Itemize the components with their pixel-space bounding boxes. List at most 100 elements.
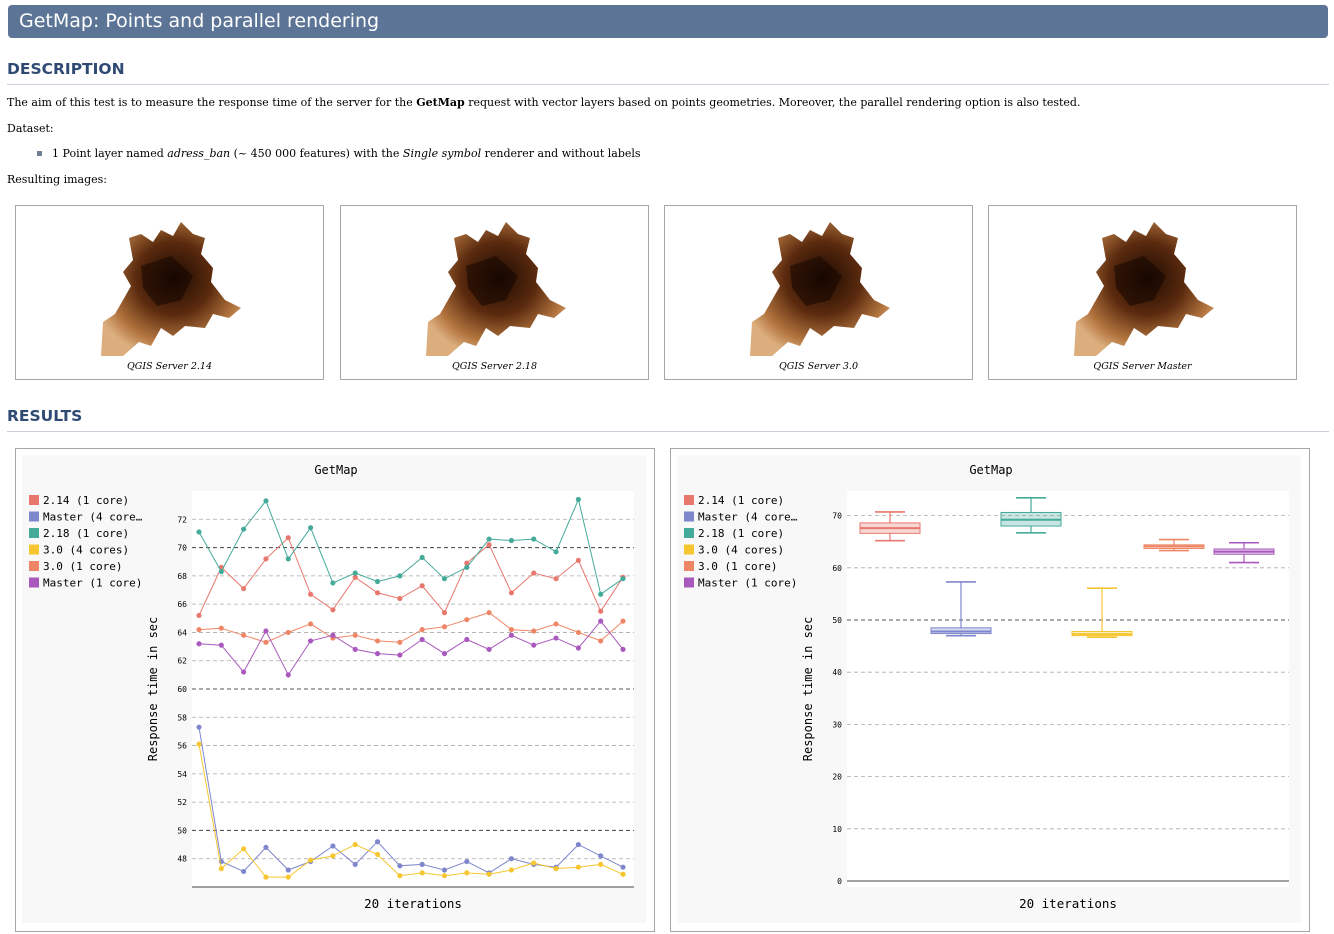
renderer-name: Single symbol [402,147,482,160]
data-point [598,591,604,597]
map-render-image [426,222,566,356]
results-divider [7,431,1329,432]
data-point [419,627,425,633]
page-title-bar: GetMap: Points and parallel rendering [8,5,1328,38]
data-point [352,841,358,848]
data-point [575,496,581,503]
data-point [598,861,604,867]
series-line [198,727,624,874]
data-point [263,639,269,645]
data-point [241,526,247,532]
data-point [620,864,626,870]
data-point [486,542,492,548]
legend-item: Master (4 core… [43,511,143,524]
getmap-keyword: GetMap [416,96,465,109]
result-image-card[interactable]: QGIS Server 2.18 [340,205,649,380]
legend-item: Master (1 core) [43,577,142,590]
data-point [464,870,470,876]
data-point [196,612,202,619]
y-tick-label: 54 [177,770,187,779]
dataset-item-mid: (~ 450 000 features) with the [230,147,403,160]
data-point [241,632,247,638]
data-point [285,629,291,636]
data-point [397,595,403,602]
data-point [575,864,581,870]
box-chart: GetMap 20 iterations Response time in sec 2… [677,455,1301,923]
data-point [553,549,559,555]
y-axis-label: Response time in sec [801,617,815,762]
description-heading: DESCRIPTION [7,60,125,78]
y-tick-label: 10 [832,825,842,834]
y-tick-label: 70 [832,512,842,521]
data-point [598,618,604,624]
bullet-icon [37,151,42,156]
y-tick-label: 60 [832,564,842,573]
data-point [508,632,515,638]
data-point [285,874,291,880]
y-tick-label: 50 [177,826,187,835]
description-text-end: request with vector layers based on poin… [464,96,1081,109]
x-axis-label: 20 iterations [1019,896,1117,911]
legend-swatch [684,528,694,538]
legend-item: Master (4 core… [698,511,798,524]
result-image-card[interactable]: QGIS Server 2.14 [15,205,324,380]
result-image-card[interactable]: QGIS Server Master [988,205,1297,380]
data-point [598,853,604,859]
y-tick-label: 30 [832,720,842,729]
data-point [307,638,314,644]
dataset-label: Dataset: [7,122,54,135]
plot-area [847,491,1289,887]
data-point [486,871,492,877]
y-axis-label: Response time in sec [146,617,160,762]
data-point [241,868,247,875]
result-image-card[interactable]: QGIS Server 3.0 [664,205,973,380]
data-point [441,624,448,630]
data-point [352,574,358,580]
data-point [553,635,559,641]
data-point [553,576,559,582]
data-point [553,621,559,627]
data-point [508,590,515,596]
data-point [553,866,559,872]
data-point [374,839,381,845]
data-point [397,863,403,869]
y-tick-label: 52 [177,798,187,807]
data-point [441,610,448,616]
series-line [198,620,624,676]
data-point [374,851,381,858]
data-point [307,857,314,863]
data-point [464,617,470,623]
chart-title: GetMap [314,463,357,477]
data-point [441,867,448,873]
data-point [486,646,492,652]
data-point [374,638,381,644]
y-tick-label: 58 [177,713,187,722]
data-point [218,642,224,648]
result-image-caption: QGIS Server 2.14 [126,361,213,372]
data-point [330,853,336,859]
data-point [531,570,537,576]
line-chart: GetMap 20 iterations Response time in sec 2… [22,455,646,923]
data-point [352,632,358,638]
line-chart-panel: GetMap 20 iterations Response time in sec 2… [15,448,655,932]
data-point [307,621,314,627]
data-point [263,874,269,880]
data-point [196,627,202,633]
chart-title: GetMap [969,463,1012,477]
data-point [575,645,581,651]
data-point [330,632,336,638]
data-point [241,669,247,675]
data-point [352,861,358,867]
y-tick-label: 60 [177,685,187,694]
y-tick-label: 40 [832,668,842,677]
data-point [508,537,515,544]
results-heading: RESULTS [7,407,83,425]
y-tick-label: 72 [177,515,187,524]
legend-item: 2.18 (1 core) [43,527,129,540]
legend-item: 2.14 (1 core) [698,494,784,507]
map-render-image [101,222,241,356]
series-line [198,612,624,643]
y-tick-label: 68 [177,572,187,581]
data-point [196,741,202,747]
data-point [598,608,604,614]
